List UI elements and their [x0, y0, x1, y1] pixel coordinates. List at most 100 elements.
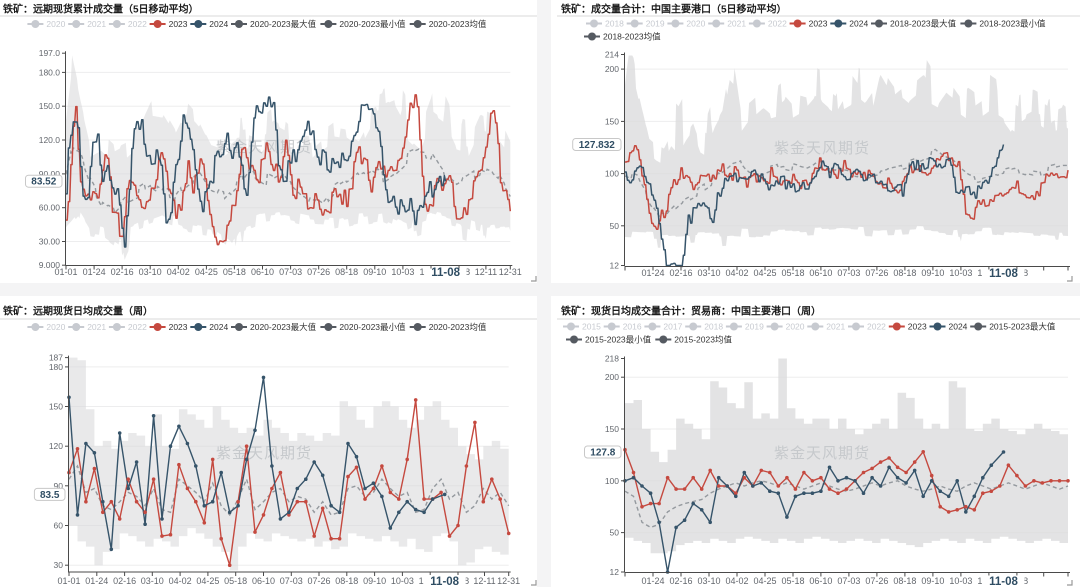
svg-text:2020: 2020 [686, 19, 705, 29]
svg-text:07-26: 07-26 [307, 267, 330, 277]
svg-text:2020-2023均值: 2020-2023均值 [429, 19, 487, 29]
svg-text:2016: 2016 [623, 322, 642, 332]
svg-text:07-03: 07-03 [279, 267, 302, 277]
svg-text:12-31: 12-31 [499, 267, 522, 277]
svg-text:218: 218 [605, 354, 619, 364]
svg-text:05-18: 05-18 [781, 576, 804, 586]
svg-text:07-26: 07-26 [865, 576, 888, 586]
svg-text:2021: 2021 [826, 322, 845, 332]
svg-text:12-11: 12-11 [475, 267, 497, 277]
svg-text:04-02: 04-02 [725, 268, 748, 278]
svg-text:11-08: 11-08 [989, 576, 1018, 587]
svg-text:06-10: 06-10 [809, 576, 832, 586]
svg-text:08-18: 08-18 [893, 268, 916, 278]
svg-text:2023: 2023 [169, 19, 188, 29]
svg-text:铁矿：远期现货日均成交量（周）: 铁矿：远期现货日均成交量（周） [3, 305, 153, 318]
svg-text:90: 90 [54, 481, 64, 491]
svg-text:2015: 2015 [582, 322, 601, 332]
svg-text:60: 60 [54, 521, 64, 531]
svg-text:铁矿：远期现货累计成交量（5日移动平均）: 铁矿：远期现货累计成交量（5日移动平均） [3, 3, 199, 16]
svg-text:04-02: 04-02 [725, 576, 748, 586]
svg-text:07-03: 07-03 [837, 576, 860, 586]
svg-text:180: 180 [49, 362, 63, 372]
svg-text:11-08: 11-08 [431, 267, 460, 279]
svg-text:05-18: 05-18 [781, 268, 804, 278]
svg-text:02-16: 02-16 [669, 576, 692, 586]
svg-text:2020-2023均值: 2020-2023均值 [429, 322, 487, 332]
svg-text:12: 12 [610, 567, 620, 577]
svg-text:05-18: 05-18 [224, 576, 247, 586]
svg-text:2024: 2024 [209, 322, 228, 332]
svg-text:02-16: 02-16 [113, 576, 136, 586]
svg-text:06-10: 06-10 [252, 576, 275, 586]
svg-text:12-31: 12-31 [497, 576, 520, 586]
svg-text:04-25: 04-25 [753, 268, 776, 278]
svg-text:2020: 2020 [786, 322, 805, 332]
svg-text:127.8: 127.8 [590, 448, 615, 459]
svg-text:120: 120 [49, 441, 63, 451]
svg-text:01-01: 01-01 [54, 267, 77, 277]
svg-text:150: 150 [605, 116, 619, 126]
svg-text:2017: 2017 [663, 322, 682, 332]
svg-text:10-03: 10-03 [949, 268, 972, 278]
svg-text:11-08: 11-08 [430, 576, 459, 587]
svg-text:127.832: 127.832 [579, 140, 616, 151]
svg-text:30.00: 30.00 [39, 237, 61, 247]
svg-text:04-25: 04-25 [196, 576, 219, 586]
svg-text:2024: 2024 [949, 322, 968, 332]
svg-text:2022: 2022 [867, 322, 886, 332]
svg-text:90.00: 90.00 [39, 169, 61, 179]
svg-text:150: 150 [49, 402, 63, 412]
svg-text:50: 50 [610, 221, 620, 231]
svg-text:06-10: 06-10 [809, 268, 832, 278]
svg-text:2022: 2022 [128, 322, 147, 332]
svg-text:03-10: 03-10 [697, 576, 720, 586]
svg-text:2020: 2020 [46, 19, 65, 29]
svg-text:2020-2023最小值: 2020-2023最小值 [339, 322, 406, 332]
svg-text:2018: 2018 [704, 322, 723, 332]
svg-text:08-18: 08-18 [335, 576, 358, 586]
svg-text:11-08: 11-08 [989, 268, 1018, 280]
svg-text:09-10: 09-10 [921, 268, 944, 278]
svg-text:09-10: 09-10 [921, 576, 944, 586]
svg-text:2021: 2021 [727, 19, 746, 29]
svg-text:2020-2023最大值: 2020-2023最大值 [250, 19, 317, 29]
svg-text:50: 50 [610, 528, 620, 538]
svg-text:83.5: 83.5 [40, 490, 60, 501]
svg-text:2018-2023最大值: 2018-2023最大值 [890, 19, 957, 29]
svg-text:10-03: 10-03 [949, 576, 972, 586]
svg-text:9.000: 9.000 [39, 260, 61, 270]
svg-text:03-10: 03-10 [141, 576, 164, 586]
svg-text:2015-2023均值: 2015-2023均值 [674, 335, 732, 345]
svg-text:187: 187 [49, 353, 63, 363]
svg-text:06-10: 06-10 [251, 267, 274, 277]
svg-text:2023: 2023 [908, 322, 927, 332]
svg-text:214: 214 [605, 50, 619, 60]
svg-text:01-24: 01-24 [85, 576, 108, 586]
svg-text:10-03: 10-03 [391, 267, 414, 277]
svg-text:12: 12 [610, 261, 620, 271]
svg-text:紫金天风期货: 紫金天风期货 [216, 445, 312, 462]
svg-text:08-18: 08-18 [893, 576, 916, 586]
svg-text:03-10: 03-10 [139, 267, 162, 277]
svg-text:04-25: 04-25 [753, 576, 776, 586]
svg-text:2020-2023最小值: 2020-2023最小值 [339, 19, 406, 29]
svg-text:铁矿：成交量合计：中国主要港口（5日移动平均）: 铁矿：成交量合计：中国主要港口（5日移动平均） [561, 3, 787, 16]
svg-text:10-03: 10-03 [391, 576, 414, 586]
svg-text:2015-2023最大值: 2015-2023最大值 [989, 322, 1056, 332]
svg-text:紫金天风期货: 紫金天风期货 [774, 140, 870, 157]
svg-text:60.00: 60.00 [39, 203, 61, 213]
svg-text:2019: 2019 [646, 19, 665, 29]
svg-text:02-16: 02-16 [111, 267, 134, 277]
svg-text:07-03: 07-03 [837, 268, 860, 278]
svg-text:2018-2023最小值: 2018-2023最小值 [979, 19, 1046, 29]
svg-text:07-26: 07-26 [307, 576, 330, 586]
svg-text:2020-2023最大值: 2020-2023最大值 [250, 322, 317, 332]
svg-text:2018: 2018 [605, 19, 624, 29]
svg-text:200: 200 [605, 64, 619, 74]
svg-text:2018-2023均值: 2018-2023均值 [603, 32, 661, 42]
svg-text:2015-2023最小值: 2015-2023最小值 [585, 335, 652, 345]
svg-text:2024: 2024 [209, 19, 228, 29]
svg-text:04-02: 04-02 [169, 576, 192, 586]
svg-text:02-16: 02-16 [669, 268, 692, 278]
